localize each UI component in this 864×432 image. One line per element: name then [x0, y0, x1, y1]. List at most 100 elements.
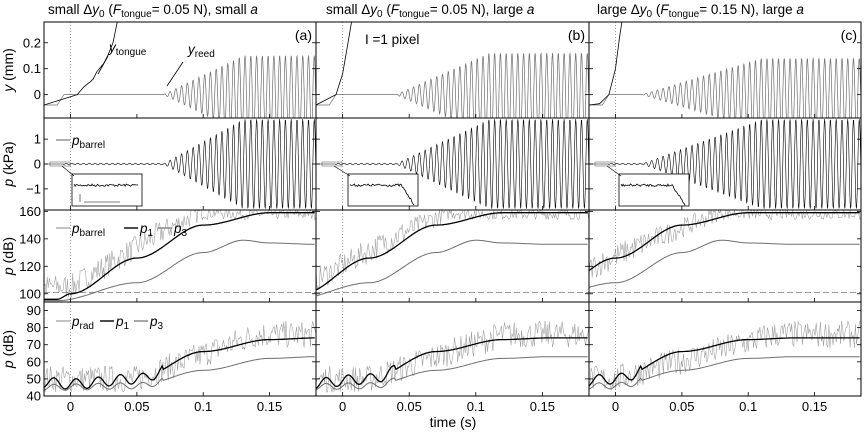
legend-pbarrel-db: pbarrel	[71, 221, 105, 239]
ytongue-arrow	[97, 55, 109, 75]
x-tick-label: 0	[339, 399, 346, 414]
y-tick-label: 50	[27, 371, 41, 386]
panel-a-row2: −1 0 1	[26, 117, 317, 211]
pbarrel-line	[44, 119, 316, 209]
p3-line	[44, 239, 315, 302]
p1-line	[44, 337, 315, 390]
p3-line	[316, 239, 588, 297]
pbarrel-line	[589, 118, 861, 209]
column-titles: small Δy0 (Ftongue= 0.05 N), small a sma…	[48, 2, 804, 20]
x-tick-label: 0.15	[530, 399, 555, 414]
p1-line	[44, 212, 315, 300]
y-tick-label: −1	[26, 181, 41, 196]
prad-db-line	[589, 320, 861, 391]
panel-frame	[588, 209, 862, 303]
x-tick-label: 0	[612, 399, 619, 414]
inset-source-box	[594, 161, 616, 167]
y-tick-label: 1	[34, 132, 41, 147]
yreed-arrow	[166, 61, 184, 87]
x-tick-label: 0.1	[194, 399, 212, 414]
legend-p3: p3	[173, 221, 188, 239]
ytongue-line	[316, 22, 352, 106]
panel-label: (c)	[841, 27, 857, 43]
inset-connector	[333, 165, 351, 177]
inset-connector	[606, 165, 622, 177]
plot-area	[589, 22, 861, 118]
panel-c-row4: 0 0.05 0.1 0.15	[588, 301, 862, 414]
legend-p1: p1	[139, 221, 154, 239]
p1-line	[316, 212, 588, 291]
legend-p3-rad: p3	[149, 314, 164, 332]
panel-c-row3	[588, 209, 862, 303]
pixel-scale-annotation: I =1 pixel	[365, 32, 419, 47]
x-tick-label: 0.1	[739, 399, 757, 414]
plot-area	[44, 118, 316, 210]
panel-label: (a)	[295, 27, 312, 43]
panel-b-row4: 0 0.05 0.1 0.15	[315, 301, 590, 414]
panel-frame	[43, 301, 317, 397]
panel-b-row3	[315, 209, 590, 303]
plot-area	[316, 22, 589, 118]
p3-line	[589, 356, 860, 390]
prad-db-line	[316, 320, 589, 393]
y-tick-label: 160	[19, 204, 41, 219]
y-tick-label: 100	[19, 286, 41, 301]
y-tick-label: 90	[27, 303, 41, 318]
plot-area	[589, 302, 861, 396]
x-tick-label: 0.05	[669, 399, 694, 414]
inset-trace	[620, 183, 686, 206]
inset-box	[618, 173, 690, 207]
x-tick-label: 0.15	[802, 399, 827, 414]
ytongue-annotation: ytongue	[108, 40, 147, 58]
inset-trace	[349, 183, 415, 206]
inset-trace	[73, 183, 139, 188]
inset-source-box	[321, 161, 343, 167]
x-tick-label: 0.15	[257, 399, 282, 414]
pbarrel-db-line	[316, 210, 589, 290]
legend-prad: prad	[71, 314, 94, 332]
title-a: small Δy0 (Ftongue= 0.05 N), small a	[48, 2, 258, 20]
plot-area	[589, 210, 861, 302]
y-tick-label: 0	[34, 157, 41, 172]
x-tick-label: 0.05	[397, 399, 422, 414]
title-b: small Δy0 (Ftongue= 0.05 N), large a	[326, 2, 535, 20]
plot-area	[316, 302, 589, 396]
yreed-annotation: yreed	[187, 42, 215, 60]
plot-area	[316, 118, 589, 210]
yreed-line	[316, 52, 589, 118]
inset-source-box	[49, 161, 71, 167]
plot-area	[44, 22, 316, 118]
legend-pbarrel: pbarrel	[71, 133, 105, 151]
plot-area	[44, 302, 316, 396]
y-axis-label: p (dB)	[0, 237, 16, 276]
p3-line	[316, 356, 588, 391]
y-tick-label: 0.1	[23, 61, 41, 76]
y-tick-label: 60	[27, 354, 41, 369]
x-axis-label: time (s)	[430, 414, 477, 430]
panel-c-row2	[588, 117, 862, 211]
p3-line	[44, 356, 315, 391]
plot-area	[589, 118, 861, 210]
annotations: ytongue yreed I =1 pixel	[97, 32, 419, 87]
y-axis-label: p (kPa)	[0, 141, 16, 187]
x-tick-label: 0	[67, 399, 74, 414]
y-tick-label: 70	[27, 337, 41, 352]
plot-area	[44, 210, 316, 302]
panel-a-row1: 0 0.1 0.2 (a)	[23, 21, 317, 119]
panel-c-row1: (c)	[588, 21, 862, 119]
inset-connector	[61, 165, 75, 177]
y-tick-label: 120	[19, 259, 41, 274]
p1-line	[589, 337, 860, 387]
plot-area	[316, 210, 589, 302]
y-tick-label: 40	[27, 389, 41, 404]
ytongue-line	[44, 22, 118, 106]
y-tick-label: 140	[19, 231, 41, 246]
y-axis-label: y (mm)	[0, 48, 16, 93]
panel-label: (b)	[568, 27, 585, 43]
x-tick-label: 0.1	[467, 399, 485, 414]
y-tick-label: 0	[34, 87, 41, 102]
panel-b-row2	[315, 117, 590, 211]
inset-box	[347, 173, 419, 207]
